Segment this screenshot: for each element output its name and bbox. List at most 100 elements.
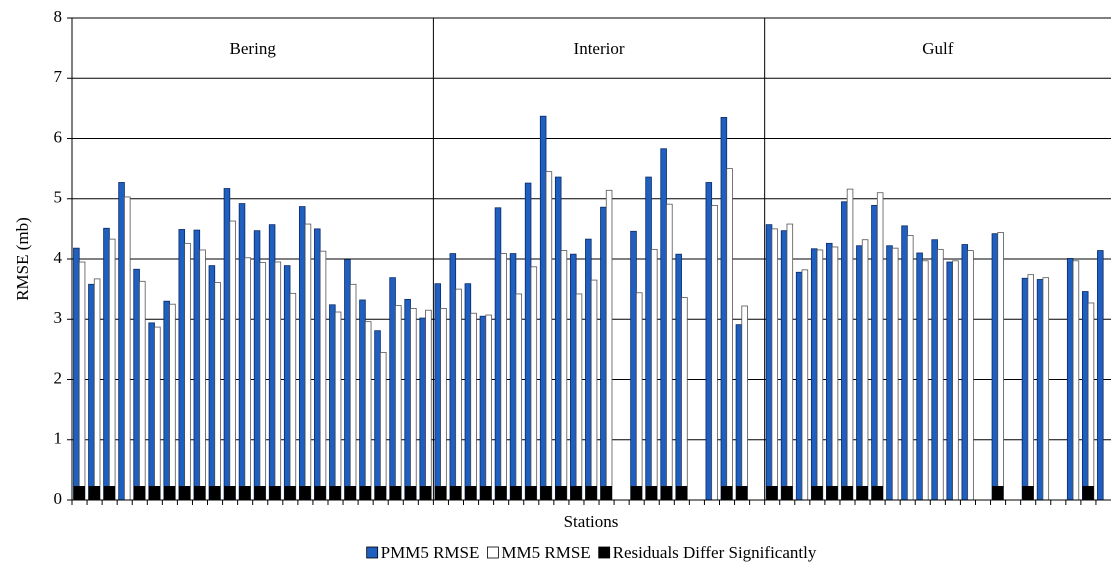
bar [154,326,161,501]
significance-marker [193,486,206,500]
bar [509,253,517,501]
bar [660,148,667,501]
bar [404,298,411,501]
bar [379,351,387,501]
bar [675,253,682,501]
bar [801,269,809,501]
bar [464,283,472,501]
bar [364,321,372,501]
significance-marker [239,486,251,500]
bar [169,303,176,501]
bar [1021,277,1029,501]
bar [922,260,929,501]
significance-marker [630,486,643,500]
bar [148,322,155,501]
bar [88,283,95,501]
bar [1066,257,1074,501]
significance-marker [781,486,793,500]
significance-marker [1082,486,1094,500]
significance-marker [645,486,658,500]
bar [991,233,999,501]
y-tick-label: 7 [54,67,63,86]
bar [184,242,191,501]
bar [208,265,216,501]
bar [334,311,342,501]
significance-marker [224,486,236,500]
bar [449,253,457,501]
bar [349,283,357,501]
bar [771,228,779,501]
bar [741,305,748,501]
bar [570,253,577,501]
bar [635,292,643,501]
significance-marker [465,486,477,500]
significance-marker [404,486,417,500]
bar [163,300,170,501]
bar [997,232,1004,501]
legend-swatch [366,546,379,559]
bar [274,261,282,501]
bar [103,227,110,501]
significance-marker [374,486,387,500]
bar [329,304,336,501]
significance-marker [480,486,492,500]
y-tick-label: 2 [54,368,63,387]
bar [485,314,492,501]
bar [133,268,140,501]
bar [605,189,613,501]
bar [434,283,442,501]
bar [479,315,487,501]
bar [283,265,291,501]
bar [1027,274,1035,501]
bar [666,203,673,501]
bar [765,224,773,501]
bar [952,260,959,501]
bar [268,224,276,501]
region-label: Gulf [922,39,954,58]
significance-marker [419,486,432,500]
y-axis-label: RMSE (mb) [13,217,32,301]
significance-marker [103,486,116,500]
significance-marker [344,486,356,500]
significance-marker [871,486,884,500]
bar [223,188,231,501]
bar [93,278,101,501]
region-label: Interior [574,39,625,58]
bar [259,262,267,501]
bar [720,117,728,501]
bar [816,249,824,501]
bar [841,201,848,501]
bar [711,204,718,501]
bar [229,220,236,501]
bar [651,248,658,501]
bar [681,297,688,501]
x-axis-label: Stations [564,512,619,531]
bar [73,247,80,501]
bar [1087,302,1095,501]
bar [786,223,794,501]
bar [500,253,507,501]
bar [314,228,321,501]
significance-marker [540,486,552,500]
y-tick-label: 5 [54,188,63,207]
significance-marker [841,486,853,500]
significance-marker [434,486,447,500]
significance-marker [254,486,266,500]
bar [244,257,251,501]
y-tick-label: 8 [54,7,63,26]
bar [907,235,914,501]
legend-swatch [598,546,611,559]
bar [238,203,246,501]
legend-label: Residuals Differ Significantly [613,543,817,562]
significance-marker [600,486,612,500]
significance-marker [720,486,733,500]
significance-marker [299,486,311,500]
bar [524,182,532,501]
bar [1036,279,1044,501]
bar [253,230,261,501]
significance-marker [359,486,372,500]
y-tick-label: 1 [54,429,63,448]
bar [810,248,818,501]
region-label: Bering [230,39,277,58]
